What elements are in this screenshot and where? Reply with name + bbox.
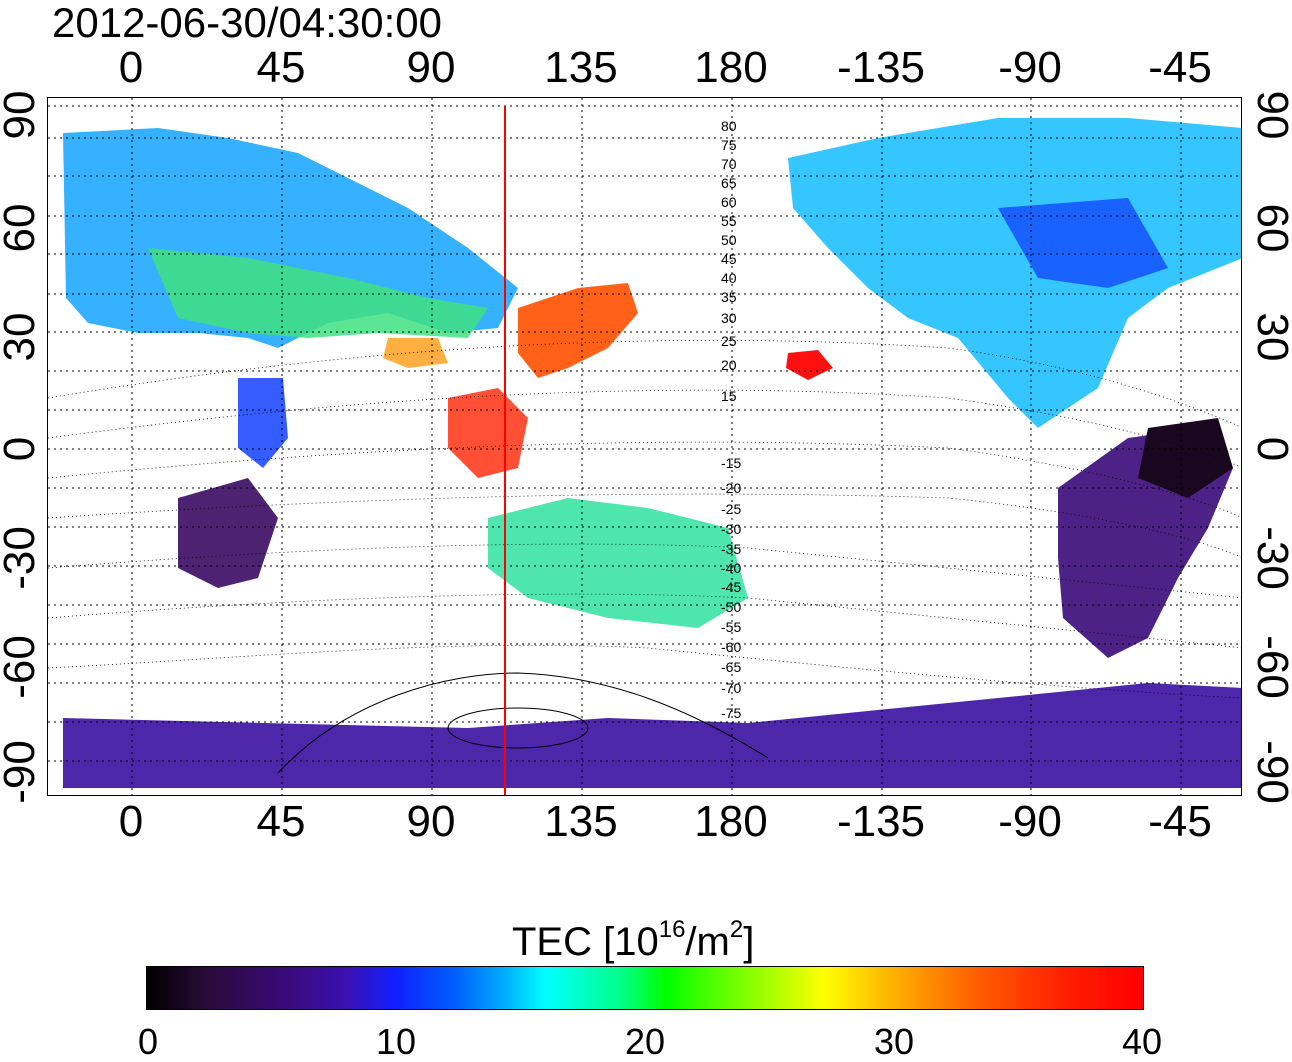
- lat-tick-left: 60: [0, 203, 44, 253]
- contour-label: 75: [721, 137, 737, 153]
- contour-label: -70: [721, 680, 741, 696]
- lat-tick-left: -90: [0, 740, 44, 804]
- lat-tick-right: 30: [1248, 312, 1292, 362]
- contour-label: 30: [721, 310, 737, 326]
- contour-labels: 80 75 70 65 60 55 50 45 40 35 30 25 20 1…: [721, 118, 741, 721]
- contour-label: -45: [721, 579, 741, 595]
- tec-patch-africa-blue: [238, 378, 288, 468]
- tec-patch-east-asia: [518, 283, 638, 378]
- colorbar-title: TEC [1016/m2]: [512, 908, 754, 964]
- colorbar-tick: 30: [873, 1021, 915, 1062]
- lat-tick-left: -30: [0, 526, 44, 590]
- lon-tick-bottom: 90: [406, 797, 456, 846]
- lat-tick-left: 0: [0, 437, 44, 461]
- tec-patch-antarctica: [63, 683, 1241, 788]
- colorbar-tick: 40: [1121, 1021, 1163, 1062]
- lon-tick-top: 135: [544, 43, 618, 92]
- tec-data-layer: [63, 118, 1241, 788]
- tec-patch-north-america: [788, 118, 1241, 428]
- colorbar-title-exponent: 16: [658, 916, 686, 943]
- colorbar-title-prefix: TEC [10: [512, 920, 659, 964]
- lat-tick-right: 0: [1248, 437, 1292, 461]
- lon-tick-top: 180: [694, 43, 768, 92]
- lat-tick-left: 90: [0, 90, 44, 140]
- tec-patch-north-america-blue: [998, 198, 1168, 288]
- lon-tick-bottom: 45: [256, 797, 306, 846]
- lon-tick-top: -135: [836, 43, 926, 92]
- tec-patch-europe-green: [148, 248, 488, 338]
- lat-tick-left: -60: [0, 635, 44, 699]
- tec-patch-se-asia: [448, 388, 528, 478]
- map-timestamp: 2012-06-30/04:30:00: [52, 0, 442, 46]
- contour-label: -65: [721, 659, 741, 675]
- tec-patch-africa: [178, 478, 278, 588]
- contour-label: 80: [721, 118, 737, 134]
- lat-tick-right: -30: [1248, 526, 1292, 590]
- lat-tick-right: -90: [1248, 740, 1292, 804]
- lon-tick-top: 45: [256, 43, 306, 92]
- colorbar-tick: 20: [624, 1021, 666, 1062]
- tec-patch-australia: [488, 498, 748, 628]
- contour-label: 55: [721, 213, 737, 229]
- colorbar-tick: 10: [375, 1021, 417, 1062]
- tec-patch-south-america-dark: [1138, 418, 1233, 498]
- contour-label: 35: [721, 289, 737, 305]
- contour-label: -35: [721, 541, 741, 557]
- lon-tick-top: 0: [118, 43, 144, 92]
- contour-label: 60: [721, 194, 737, 210]
- magnetic-contours: [48, 339, 1241, 699]
- contour-label: 70: [721, 156, 737, 172]
- lon-tick-bottom: -90: [998, 797, 1062, 846]
- colorbar-tick: 0: [137, 1021, 159, 1062]
- contour-label: 65: [721, 175, 737, 191]
- contour-label: -55: [721, 619, 741, 635]
- lon-tick-top: -45: [1148, 43, 1212, 92]
- lat-tick-right: -60: [1248, 635, 1292, 699]
- lon-tick-bottom: -135: [836, 797, 926, 846]
- lon-tick-bottom: 180: [694, 797, 768, 846]
- graticule: [48, 98, 1241, 795]
- contour-label: 15: [721, 388, 737, 404]
- tec-patch-pacific-red: [786, 350, 833, 380]
- lon-tick-top: -90: [998, 43, 1062, 92]
- contour-label: -20: [721, 480, 741, 496]
- colorbar-title-unit: /m: [685, 920, 730, 964]
- lon-tick-top: 90: [406, 43, 456, 92]
- contour-label: 45: [721, 251, 737, 267]
- tec-patch-india: [383, 338, 448, 368]
- contour-label: -40: [721, 560, 741, 576]
- contour-label: 20: [721, 357, 737, 373]
- contour-label: -15: [721, 455, 741, 471]
- tec-map-svg: 80 75 70 65 60 55 50 45 40 35 30 25 20 1…: [48, 98, 1241, 795]
- lon-tick-bottom: 0: [118, 797, 144, 846]
- contour-label: -30: [721, 521, 741, 537]
- lat-tick-left: 30: [0, 312, 44, 362]
- contour-label: -60: [721, 639, 741, 655]
- contour-label: -75: [721, 705, 741, 721]
- tec-map: 80 75 70 65 60 55 50 45 40 35 30 25 20 1…: [47, 97, 1242, 796]
- colorbar-title-suffix: ]: [743, 920, 755, 964]
- pole-contour: [277, 672, 769, 774]
- contour-label: 25: [721, 333, 737, 349]
- contour-label: 50: [721, 232, 737, 248]
- contour-label: -50: [721, 599, 741, 615]
- colorbar-title-unit-exponent: 2: [729, 916, 744, 943]
- lon-tick-bottom: 135: [544, 797, 618, 846]
- colorbar: [146, 966, 1144, 1010]
- contour-label: -25: [721, 501, 741, 517]
- lon-tick-bottom: -45: [1148, 797, 1212, 846]
- lat-tick-right: 60: [1248, 203, 1292, 253]
- contour-label: 40: [721, 270, 737, 286]
- lat-tick-right: 90: [1248, 90, 1292, 140]
